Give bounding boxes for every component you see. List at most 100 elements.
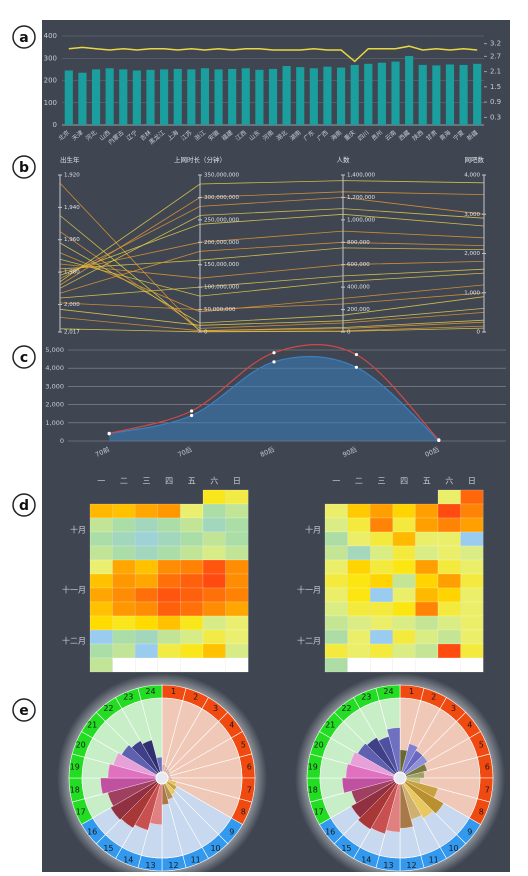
hour-label: 23: [361, 693, 371, 702]
panel-letter: d: [19, 498, 29, 514]
tick-label: 1,000,000: [347, 217, 375, 223]
hour-label: 15: [341, 844, 351, 853]
cell: [180, 545, 204, 561]
cell: [415, 559, 439, 575]
cell: [157, 545, 181, 561]
hour-label: 24: [145, 687, 155, 696]
cell: [89, 545, 113, 561]
cell: [225, 559, 249, 575]
cell: [392, 573, 416, 589]
weekday-label: 一: [97, 477, 105, 486]
hour-label: 1: [171, 687, 176, 696]
point: [354, 365, 358, 369]
cell: [347, 629, 371, 645]
cell: [89, 531, 113, 547]
cell: [392, 517, 416, 533]
cell: [225, 531, 249, 547]
cell: [112, 559, 136, 575]
empty-cell: [347, 657, 371, 673]
y-tick-label: 1,000: [45, 419, 64, 427]
cell: [415, 573, 439, 589]
cell: [225, 545, 249, 561]
bar: [282, 66, 291, 125]
bar: [418, 64, 427, 125]
record-line: [59, 292, 485, 311]
cell: [202, 489, 226, 505]
cell: [180, 601, 204, 617]
hour-label: 17: [76, 808, 86, 817]
bar: [91, 69, 101, 125]
bar: [78, 72, 87, 125]
empty-cell: [437, 657, 461, 673]
cell: [369, 629, 394, 645]
cell: [202, 643, 226, 659]
cell: [180, 517, 204, 533]
cell: [202, 587, 226, 603]
month-label: 十二月: [62, 636, 86, 646]
cell: [112, 573, 136, 589]
cell: [460, 643, 484, 659]
cell: [324, 517, 348, 533]
cell: [134, 615, 159, 631]
cell: [460, 615, 484, 631]
panel-letter: a: [19, 30, 28, 46]
bar: [473, 63, 482, 125]
point: [272, 360, 276, 364]
cell: [180, 531, 204, 547]
tick-label: 1,980: [64, 270, 80, 276]
cell: [157, 573, 181, 589]
cell: [157, 517, 181, 533]
hour-label: 20: [76, 740, 86, 749]
month-label: 十月: [305, 525, 321, 535]
hour-label: 18: [70, 785, 80, 794]
panel-letter: b: [19, 160, 29, 176]
hour-label: 22: [103, 704, 113, 713]
cell: [324, 503, 348, 519]
record-line: [59, 230, 485, 273]
weekday-label: 六: [445, 476, 453, 486]
bar: [377, 62, 386, 125]
hour-label: 4: [229, 720, 234, 729]
cell: [157, 629, 181, 645]
cell: [369, 587, 394, 603]
cell: [134, 545, 159, 561]
cell: [180, 615, 204, 631]
cell: [202, 573, 226, 589]
hour-label: 7: [247, 785, 252, 794]
cell: [437, 601, 461, 617]
hour-label: 12: [168, 861, 178, 870]
tick-label: 1,000: [464, 290, 480, 296]
hour-label: 19: [70, 763, 80, 772]
cell: [225, 629, 249, 645]
cell: [202, 503, 226, 519]
point: [272, 351, 276, 355]
y-tick-label: 5,000: [45, 346, 64, 354]
tick-label: 1,960: [64, 237, 80, 243]
bar: [459, 64, 468, 125]
y2-tick-label: 0.9: [490, 98, 501, 106]
cell: [460, 531, 484, 547]
axis-title: 网吧数: [465, 155, 485, 164]
tick-label: 0: [347, 330, 351, 336]
tick-label: 150,000,000: [204, 262, 239, 268]
tick-label: 2,017: [64, 330, 80, 336]
bar: [132, 70, 141, 125]
cell: [180, 559, 204, 575]
hub: [155, 771, 169, 785]
point: [190, 409, 194, 413]
hour-label: 18: [308, 785, 318, 794]
cell: [437, 531, 461, 547]
weekday-label: 四: [165, 477, 173, 486]
panel-badge: [12, 493, 36, 517]
weekday-label: 五: [188, 477, 196, 486]
cell: [89, 503, 113, 519]
tick-label: 300,000,000: [204, 195, 239, 201]
hour-label: 14: [123, 855, 133, 864]
tick-label: 0: [204, 330, 208, 336]
cell: [180, 629, 204, 645]
empty-cell: [134, 657, 159, 673]
panel-letter: c: [20, 350, 28, 366]
hour-label: 9: [229, 828, 234, 837]
hub: [393, 771, 407, 785]
tick-label: 1,200,000: [347, 195, 375, 201]
